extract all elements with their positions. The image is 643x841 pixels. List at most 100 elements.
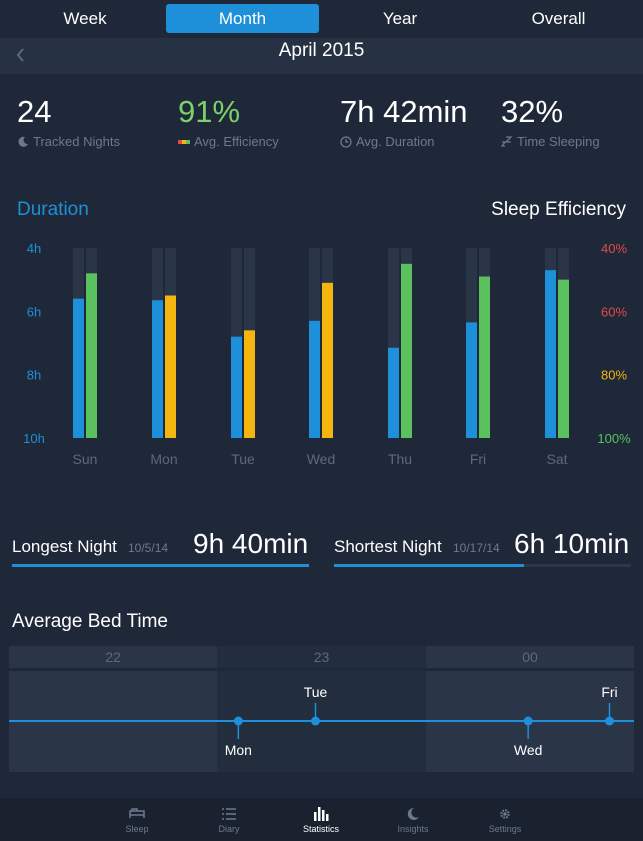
bedtime-point (310, 716, 320, 726)
day-label: Sun (72, 451, 98, 467)
avg-duration-label-row: Avg. Duration (340, 134, 435, 149)
efficiency-tick: 40% (601, 241, 627, 256)
longest-night-date: 10/5/14 (128, 541, 169, 555)
bedtime-point (233, 716, 243, 726)
duration-bar (231, 336, 242, 438)
tabbar-diary[interactable]: Diary (194, 807, 264, 834)
tabbar-settings-label: Settings (488, 824, 522, 834)
duration-bar (73, 298, 84, 438)
efficiency-bar (322, 282, 333, 438)
efficiency-bar (479, 276, 490, 438)
list-icon (222, 808, 236, 820)
moon-icon (407, 807, 419, 820)
efficiency-tick: 80% (601, 368, 627, 383)
shortest-night-fill (334, 564, 525, 567)
duration-tick: 6h (27, 304, 41, 319)
duration-bar (466, 322, 477, 438)
tracked-nights-label: Tracked Nights (33, 134, 120, 149)
duration-bar (152, 300, 163, 438)
zzz-icon (501, 135, 513, 147)
hour-band-23 (217, 646, 426, 772)
efficiency-bar (165, 295, 176, 438)
duration-tick: 4h (27, 241, 41, 256)
hour-band-22 (9, 646, 217, 772)
bedtime-point (523, 716, 533, 726)
tabbar-insights-label: Insights (397, 824, 429, 834)
efficiency-bar (401, 263, 412, 438)
hour-band-00 (426, 646, 634, 772)
longest-night-value: 9h 40min (193, 528, 309, 559)
bar-chart-icon (314, 807, 329, 821)
clock-icon (340, 135, 352, 148)
tab-week[interactable]: Week (63, 8, 107, 28)
bedtime-title: Average Bed Time (12, 611, 168, 632)
day-label: Tue (231, 451, 255, 467)
duration-tick: 10h (23, 431, 45, 446)
duration-bar (309, 320, 320, 438)
avg-efficiency-label-row: Avg. Efficiency (178, 134, 279, 149)
duration-bar-track (388, 248, 399, 438)
time-sleeping-label: Time Sleeping (517, 134, 600, 149)
bedtime-point (604, 716, 614, 726)
efficiency-bar-icon (178, 139, 190, 144)
bedtime-day-label: Wed (514, 742, 543, 758)
hour-header-divider (9, 668, 634, 671)
bedtime-plot: Mon Tue Wed Fri (9, 684, 634, 758)
bedtime-day-label: Mon (225, 742, 252, 758)
duration-axis-title: Duration (17, 199, 89, 220)
efficiency-bar (86, 273, 97, 438)
time-sleeping-value: 32% (501, 94, 564, 129)
shortest-night-date: 10/17/14 (453, 541, 500, 555)
hour-label-23: 23 (313, 649, 330, 665)
hour-label-22: 22 (105, 649, 121, 665)
month-navigator: April 2015 (0, 38, 643, 74)
shortest-night-label: Shortest Night (334, 537, 442, 556)
day-label: Wed (306, 451, 336, 467)
tabbar-diary-label: Diary (218, 824, 240, 834)
bedtime-day-label: Fri (601, 684, 617, 700)
tab-year[interactable]: Year (382, 8, 418, 28)
efficiency-axis-title: Sleep Efficiency (491, 199, 626, 220)
tabbar-statistics-label: Statistics (302, 824, 339, 834)
day-label: Sat (546, 451, 568, 467)
tabbar-sleep-label: Sleep (125, 824, 149, 834)
tab-month[interactable]: Month (166, 4, 319, 33)
bed-icon (129, 808, 145, 818)
sleep-chart: 4h 6h 8h 10h 40% 60% 80% 100% (23, 241, 631, 446)
tab-overall[interactable]: Overall (531, 8, 586, 28)
longest-night-fill (12, 564, 309, 567)
tabbar-statistics[interactable]: Statistics (286, 807, 356, 834)
tabbar-settings[interactable]: Settings (470, 807, 540, 834)
longest-night-track (12, 564, 309, 567)
shortest-night-value: 6h 10min (514, 528, 630, 559)
efficiency-tick: 100% (597, 431, 631, 446)
tracked-nights-label-row: Tracked Nights (17, 134, 120, 149)
bedtime-day-label: Tue (304, 684, 328, 700)
avg-efficiency-label: Avg. Efficiency (194, 134, 279, 149)
hour-label-00: 00 (522, 649, 538, 665)
bedtime-timeline: 22 23 00 Mon Tue Wed Fri (9, 646, 634, 772)
duration-tick: 8h (27, 368, 41, 383)
period-title: April 2015 (278, 40, 365, 61)
tabbar-insights[interactable]: Insights (378, 807, 448, 834)
tabbar-sleep[interactable]: Sleep (102, 807, 172, 834)
avg-duration-label: Avg. Duration (356, 134, 435, 149)
tab-bar: Sleep Diary Statistics Insights Settings (0, 798, 643, 841)
avg-efficiency-value: 91% (178, 94, 241, 129)
day-label: Thu (387, 451, 413, 467)
avg-duration-value: 7h 42min (340, 94, 468, 129)
shortest-night-track (334, 564, 631, 567)
day-label: Fri (469, 451, 487, 467)
moon-icon (18, 136, 28, 147)
efficiency-bar (558, 279, 569, 438)
duration-bar (545, 270, 556, 438)
gear-icon (500, 809, 510, 819)
tracked-nights-value: 24 (17, 94, 52, 129)
duration-bar (388, 347, 399, 438)
efficiency-tick: 60% (601, 304, 627, 319)
chevron-left-icon[interactable] (10, 42, 30, 68)
efficiency-bar (244, 330, 255, 438)
day-label: Mon (150, 451, 178, 467)
longest-night-label: Longest Night (12, 537, 117, 556)
time-sleeping-label-row: Time Sleeping (501, 134, 600, 149)
